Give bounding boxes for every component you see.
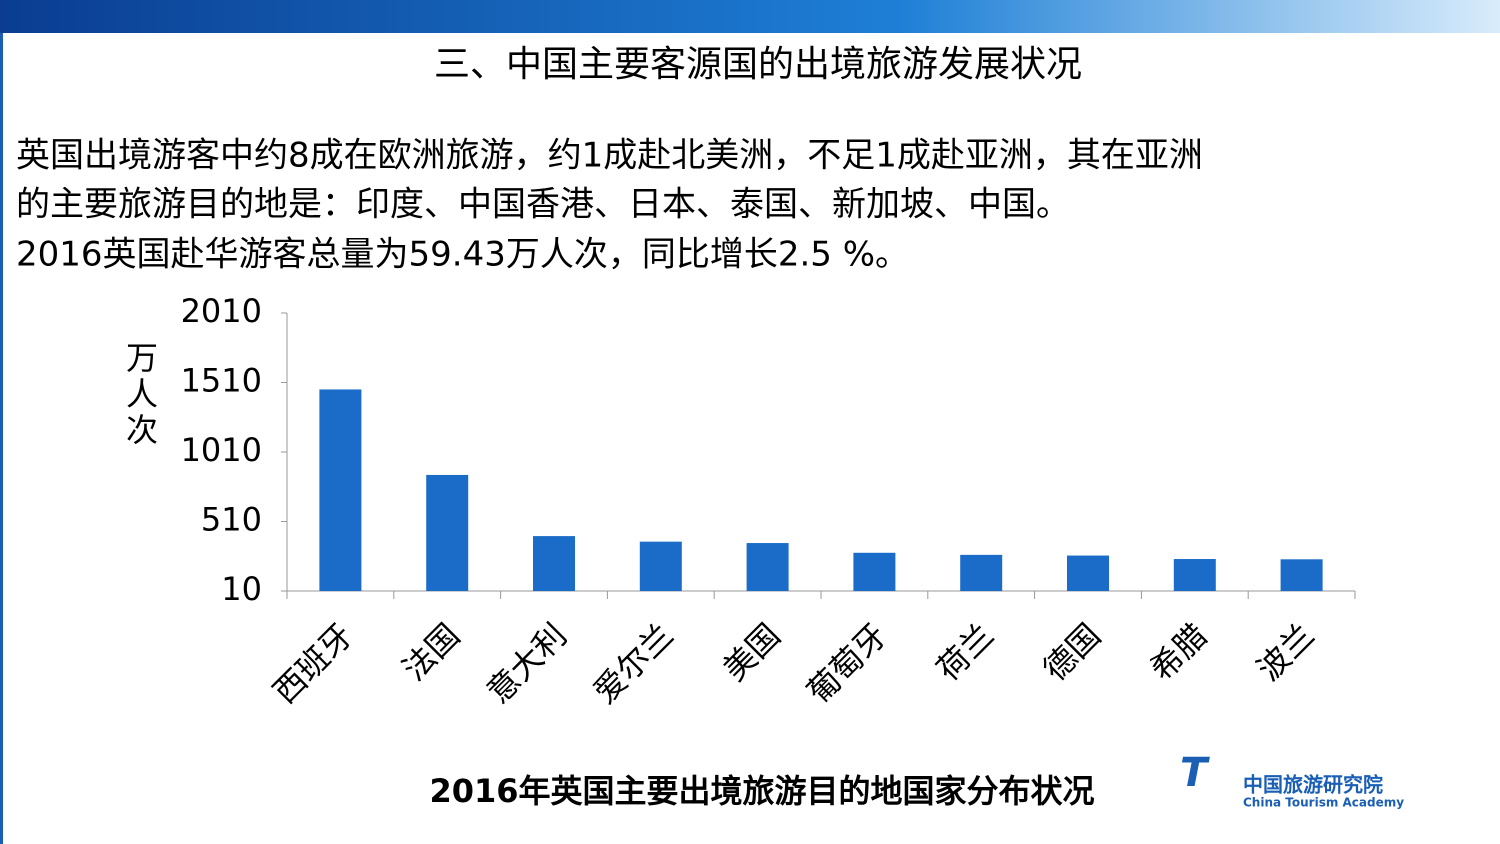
bar [426, 474, 469, 591]
x-tick-label: 意大利 [479, 616, 574, 711]
paragraph-line: 2016英国赴华游客总量为59.43万人次，同比增长2.5 %。 [16, 235, 909, 275]
logo-icon: T [1180, 750, 1210, 796]
y-tick-label: 1010 [181, 431, 262, 469]
x-tick-label: 美国 [715, 616, 787, 688]
bar [533, 536, 575, 591]
logo-english: China Tourism Academy [1243, 796, 1404, 810]
x-tick-label: 荷兰 [929, 616, 1001, 688]
y-tick-label: 10 [221, 570, 262, 608]
bar [319, 389, 362, 591]
x-tick-label: 波兰 [1249, 616, 1321, 688]
bar [1067, 555, 1109, 591]
paragraph-line: 的主要旅游目的地是：印度、中国香港、日本、泰国、新加坡、中国。 [16, 185, 1070, 225]
top-band [0, 0, 1500, 33]
y-tick-label: 510 [201, 501, 262, 539]
bar [746, 543, 789, 591]
y-tick-label: 2010 [181, 292, 262, 330]
bar [639, 541, 682, 591]
paragraph-line: 英国出境游客中约8成在欧洲旅游，约1成赴北美洲，不足1成赴亚洲，其在亚洲 [16, 136, 1203, 176]
x-tick-label: 西班牙 [266, 616, 361, 711]
y-axis-label: 万人次 [121, 341, 159, 449]
x-tick-label: 希腊 [1143, 616, 1215, 688]
chart-title: 2016年英国主要出境旅游目的地国家分布状况 [429, 772, 1094, 810]
bar [960, 554, 1003, 591]
bar [1280, 559, 1323, 591]
x-tick-label: 法国 [395, 616, 467, 688]
y-tick-label: 1510 [181, 362, 262, 400]
logo-name: 中国旅游研究院 [1243, 773, 1383, 797]
x-tick-label: 葡萄牙 [800, 616, 895, 711]
logo: T 中国旅游研究院 China Tourism Academy [1180, 750, 1404, 810]
x-tick-label: 爱尔兰 [586, 616, 681, 711]
bar [853, 552, 896, 591]
bar [1173, 559, 1216, 591]
x-tick-label: 德国 [1036, 616, 1108, 688]
heading: 三、中国主要客源国的出境旅游发展状况 [434, 44, 1082, 85]
left-border [0, 33, 3, 844]
